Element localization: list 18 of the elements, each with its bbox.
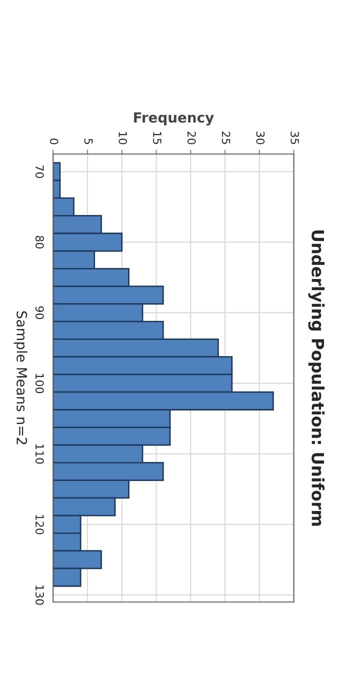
x-tick-label: 0	[50, 138, 58, 144]
y-tick-label: 70	[35, 165, 44, 178]
y-axis-title: Sample Means n=2	[14, 311, 28, 444]
y-tick-label: 130	[35, 586, 44, 605]
x-tick-label: 35	[290, 132, 299, 144]
x-tick-label: 20	[187, 132, 196, 144]
x-tick-label: 25	[222, 132, 230, 144]
x-tick-label: 5	[84, 138, 93, 144]
text: Underlying Population: Uniform	[308, 230, 325, 526]
x-tick-label: 10	[118, 132, 128, 144]
y-tick-label: 120	[35, 515, 44, 534]
y-tick-label: 90	[35, 306, 44, 320]
x-tick-label: 30	[256, 132, 265, 144]
y-tick-label: 80	[35, 236, 44, 249]
y-tick-label: 100	[35, 374, 44, 394]
y-tick-label: 110	[35, 444, 44, 464]
x-axis-title: Frequency	[134, 112, 214, 126]
x-tick-label: 15	[153, 132, 162, 144]
